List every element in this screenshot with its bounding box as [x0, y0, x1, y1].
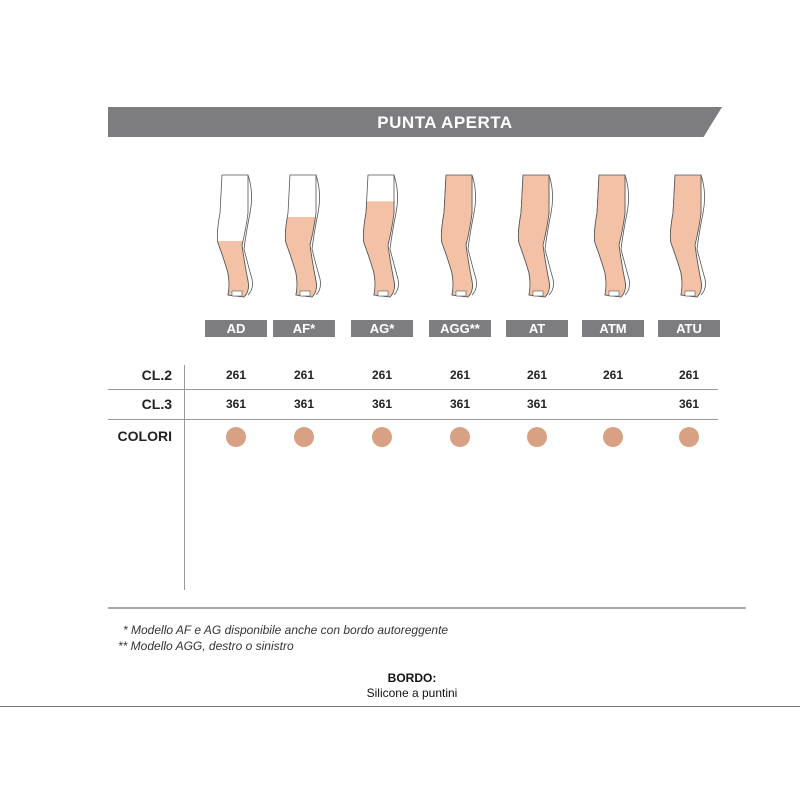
divider	[108, 419, 718, 420]
leg-illustration	[440, 174, 477, 298]
section-header: PUNTA APERTA	[108, 107, 722, 137]
model-label: AF*	[273, 320, 335, 337]
bordo-value: Silicone a puntini	[366, 686, 458, 700]
model-label: AD	[205, 320, 267, 337]
cl2-value: 261	[678, 368, 700, 382]
color-swatch	[450, 427, 470, 447]
section-title: PUNTA APERTA	[377, 113, 513, 132]
bordo-label: BORDO:	[387, 671, 437, 685]
cl3-value: 361	[293, 397, 315, 411]
leg-illustration	[593, 174, 630, 298]
cl2-value: 261	[526, 368, 548, 382]
cl2-value: 261	[371, 368, 393, 382]
leg-illustration	[284, 174, 321, 298]
color-swatch	[679, 427, 699, 447]
cl3-value: 361	[371, 397, 393, 411]
model-label: AGG**	[429, 320, 491, 337]
divider	[0, 706, 800, 707]
leg-illustration	[362, 174, 399, 298]
cl2-value: 261	[293, 368, 315, 382]
model-label: ATM	[582, 320, 644, 337]
color-swatch	[294, 427, 314, 447]
model-label: AG*	[351, 320, 413, 337]
divider	[108, 607, 746, 609]
divider	[184, 365, 185, 590]
cl2-value: 261	[449, 368, 471, 382]
cl3-value: 361	[225, 397, 247, 411]
leg-illustration	[517, 174, 554, 298]
footnote-1: * Modello AF e AG disponibile anche con …	[123, 623, 449, 637]
row-label-cl3: CL.3	[141, 396, 172, 412]
cl3-value: 361	[526, 397, 548, 411]
row-label-colori: COLORI	[117, 428, 172, 444]
leg-illustration	[216, 174, 253, 298]
divider	[108, 389, 718, 390]
color-swatch	[603, 427, 623, 447]
model-label: ATU	[658, 320, 720, 337]
cl3-value: 361	[678, 397, 700, 411]
footnote-2: ** Modello AGG, destro o sinistro	[118, 639, 294, 653]
model-label: AT	[506, 320, 568, 337]
color-swatch	[372, 427, 392, 447]
color-swatch	[226, 427, 246, 447]
cl3-value: 361	[449, 397, 471, 411]
cl2-value: 261	[225, 368, 247, 382]
color-swatch	[527, 427, 547, 447]
cl2-value: 261	[602, 368, 624, 382]
row-label-cl2: CL.2	[141, 367, 172, 383]
leg-illustration	[669, 174, 706, 298]
